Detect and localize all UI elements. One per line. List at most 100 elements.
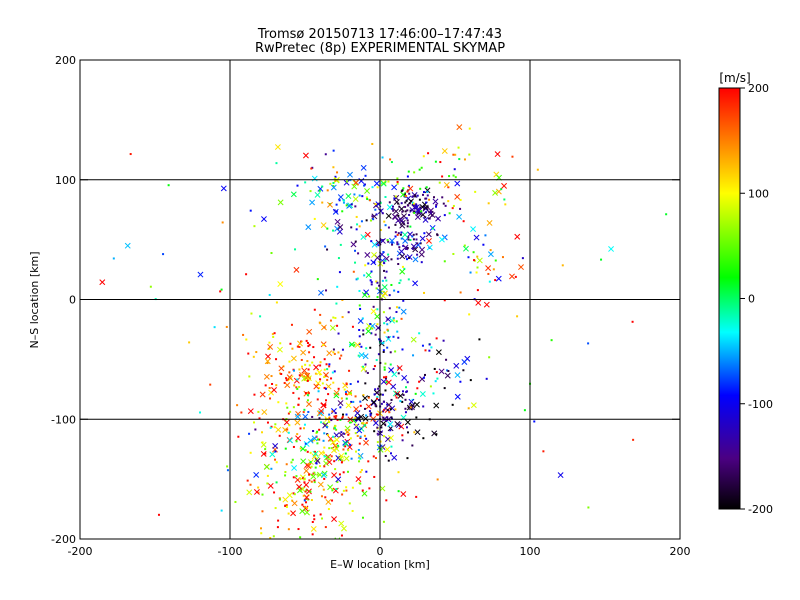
data-point-dot <box>289 342 292 345</box>
data-point-dot <box>334 175 337 178</box>
data-point-x <box>302 413 309 420</box>
data-point-dot <box>303 499 306 502</box>
data-point-dot <box>311 520 314 523</box>
data-point-dot <box>278 497 281 500</box>
data-point-dot <box>415 238 418 241</box>
data-point-x <box>299 508 306 515</box>
data-point-dot <box>405 199 408 202</box>
data-point-dot <box>376 441 379 444</box>
data-point-dot <box>364 174 367 177</box>
data-point-dot <box>285 377 288 380</box>
data-point-dot <box>362 333 365 336</box>
data-point-x <box>706 409 711 414</box>
data-point-x <box>380 378 387 385</box>
data-point-x <box>470 226 477 233</box>
data-point-dot <box>386 416 389 419</box>
data-point-dot <box>400 237 403 240</box>
data-point-dot <box>274 450 277 453</box>
data-point-dot <box>369 322 372 325</box>
data-point-dot <box>523 409 526 412</box>
data-point-dot <box>275 301 278 304</box>
data-point-dot <box>401 390 404 393</box>
data-point-x <box>297 487 303 494</box>
data-point-dot <box>385 375 388 378</box>
data-point-x <box>354 342 361 348</box>
data-point-x <box>358 177 365 184</box>
data-point-dot <box>298 385 301 388</box>
data-point-dot <box>424 349 427 352</box>
data-point-dot <box>394 350 397 353</box>
data-point-dot <box>313 479 316 482</box>
data-point-dot <box>391 243 394 246</box>
data-point-dot <box>421 344 424 347</box>
data-point-dot <box>295 475 298 478</box>
data-point-dot <box>407 256 410 259</box>
data-point-dot <box>429 212 432 215</box>
data-point-dot <box>370 283 373 286</box>
data-point-dot <box>463 244 466 247</box>
data-point-dot <box>376 281 379 284</box>
data-point-dot <box>411 195 414 198</box>
data-point-dot <box>312 430 315 433</box>
data-point-dot <box>341 417 344 420</box>
data-point-dot <box>405 195 408 198</box>
colorbar-tick-label: -200 <box>748 503 773 516</box>
data-point-dot <box>342 413 345 416</box>
data-point-dot <box>324 375 327 378</box>
data-point-dot <box>308 364 311 367</box>
data-point-dot <box>331 489 334 492</box>
data-point-dot <box>365 347 368 350</box>
data-point-dot <box>352 400 355 403</box>
data-point-dot <box>341 493 344 496</box>
data-point-dot <box>364 424 367 427</box>
data-point-dot <box>402 299 405 302</box>
data-point-x <box>305 463 312 469</box>
data-point-x <box>264 358 271 365</box>
data-point-dot <box>418 332 421 335</box>
colorbar-label: [m/s] <box>719 71 750 85</box>
x-tick-label: 100 <box>520 545 541 558</box>
data-point-dot <box>316 430 319 433</box>
data-point-dot <box>296 184 299 187</box>
data-point-dot <box>384 362 387 365</box>
data-point-dot <box>569 28 571 30</box>
data-point-dot <box>409 209 412 212</box>
data-point-dot <box>406 457 409 460</box>
data-point-dot <box>260 527 263 530</box>
data-point-dot <box>418 198 421 201</box>
colorbar-tick-label: 200 <box>748 82 769 95</box>
data-point-dot <box>345 204 348 207</box>
data-point-dot <box>314 450 317 453</box>
data-point-dot <box>292 476 295 479</box>
data-point-dot <box>542 450 545 453</box>
data-point-dot <box>366 197 369 200</box>
data-point-dot <box>326 189 329 192</box>
data-point-x <box>463 245 469 252</box>
data-point-dot <box>311 361 314 364</box>
data-point-x <box>290 355 297 362</box>
chart-subtitle: RwPretec (8p) EXPERIMENTAL SKYMAP <box>255 41 505 56</box>
data-point-dot <box>404 398 407 401</box>
data-point-x <box>277 281 284 287</box>
data-point-x <box>399 268 406 275</box>
colorbar-tick-label: -100 <box>748 398 773 411</box>
data-point-x <box>358 413 365 420</box>
data-point-x <box>394 421 401 427</box>
data-point-dot <box>304 181 307 184</box>
data-point-dot <box>162 253 165 256</box>
data-point-dot <box>360 469 363 472</box>
data-point-dot <box>374 457 377 460</box>
data-point-x <box>330 184 337 191</box>
data-point-dot <box>349 393 352 396</box>
data-point-dot <box>247 352 250 355</box>
data-point-dot <box>337 257 340 260</box>
data-point-x <box>333 436 340 443</box>
data-point-dot <box>384 259 387 262</box>
data-point-dot <box>301 503 304 506</box>
data-point-dot <box>324 526 327 529</box>
data-point-dot <box>337 387 340 390</box>
data-point-dot <box>383 220 386 223</box>
data-point-dot <box>268 293 271 296</box>
data-point-dot <box>316 473 319 476</box>
